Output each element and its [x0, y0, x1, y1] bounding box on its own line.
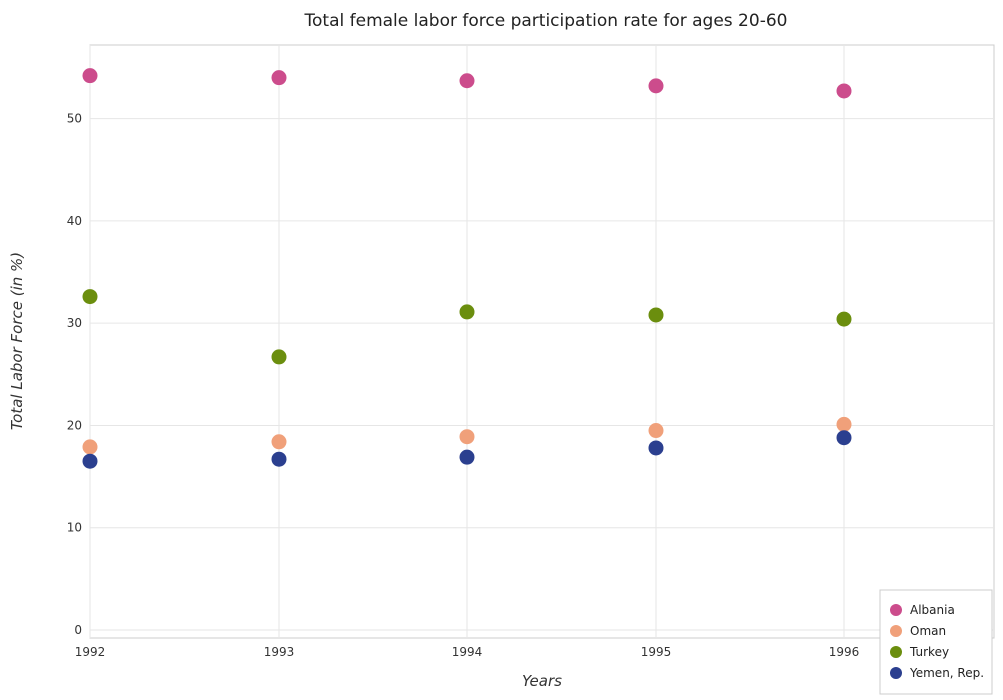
data-point-yemen-rep-	[271, 451, 287, 467]
legend-label: Yemen, Rep.	[909, 666, 984, 680]
data-point-turkey	[82, 289, 98, 305]
data-point-yemen-rep-	[648, 440, 664, 456]
y-tick-label: 0	[74, 623, 82, 637]
data-point-yemen-rep-	[82, 453, 98, 469]
y-tick-label: 40	[67, 214, 82, 228]
y-tick-label: 10	[67, 521, 82, 535]
legend-label: Turkey	[909, 645, 949, 659]
x-tick-label: 1996	[829, 645, 860, 659]
legend-marker	[890, 646, 902, 658]
x-tick-label: 1994	[452, 645, 483, 659]
y-gridlines	[90, 118, 994, 631]
data-points	[82, 68, 852, 469]
data-point-yemen-rep-	[836, 430, 852, 446]
data-point-turkey	[459, 304, 475, 320]
y-tick-label: 50	[67, 112, 82, 126]
x-axis-label: Years	[522, 672, 562, 690]
data-point-albania	[271, 70, 287, 86]
data-point-oman	[82, 439, 98, 455]
data-point-turkey	[648, 307, 664, 323]
data-point-yemen-rep-	[459, 449, 475, 465]
data-point-albania	[648, 78, 664, 94]
data-point-turkey	[271, 349, 287, 365]
data-point-albania	[82, 68, 98, 84]
data-point-oman	[459, 429, 475, 445]
data-point-albania	[836, 83, 852, 99]
legend-marker	[890, 625, 902, 637]
x-tick-label: 1995	[641, 645, 672, 659]
y-tick-label: 30	[67, 316, 82, 330]
legend-label: Albania	[910, 603, 955, 617]
plot-area	[89, 44, 995, 639]
y-tick-label: 20	[67, 418, 82, 432]
x-gridlines	[89, 45, 845, 638]
data-point-albania	[459, 73, 475, 89]
x-axis-ticks: 1992 1993 1994 1995 1996	[75, 645, 860, 659]
chart-title: Total female labor force participation r…	[304, 11, 788, 31]
data-point-turkey	[836, 311, 852, 327]
y-axis-ticks: 0 10 20 30 40 50	[67, 112, 82, 637]
legend: Albania Oman Turkey Yemen, Rep.	[879, 589, 993, 695]
legend-marker	[890, 604, 902, 616]
data-point-oman	[836, 416, 852, 432]
y-axis-label: Total Labor Force (in %)	[8, 252, 26, 430]
legend-label: Oman	[910, 624, 946, 638]
data-point-oman	[648, 423, 664, 439]
legend-marker	[890, 667, 902, 679]
x-tick-label: 1993	[264, 645, 295, 659]
x-tick-label: 1992	[75, 645, 106, 659]
data-point-oman	[271, 434, 287, 450]
